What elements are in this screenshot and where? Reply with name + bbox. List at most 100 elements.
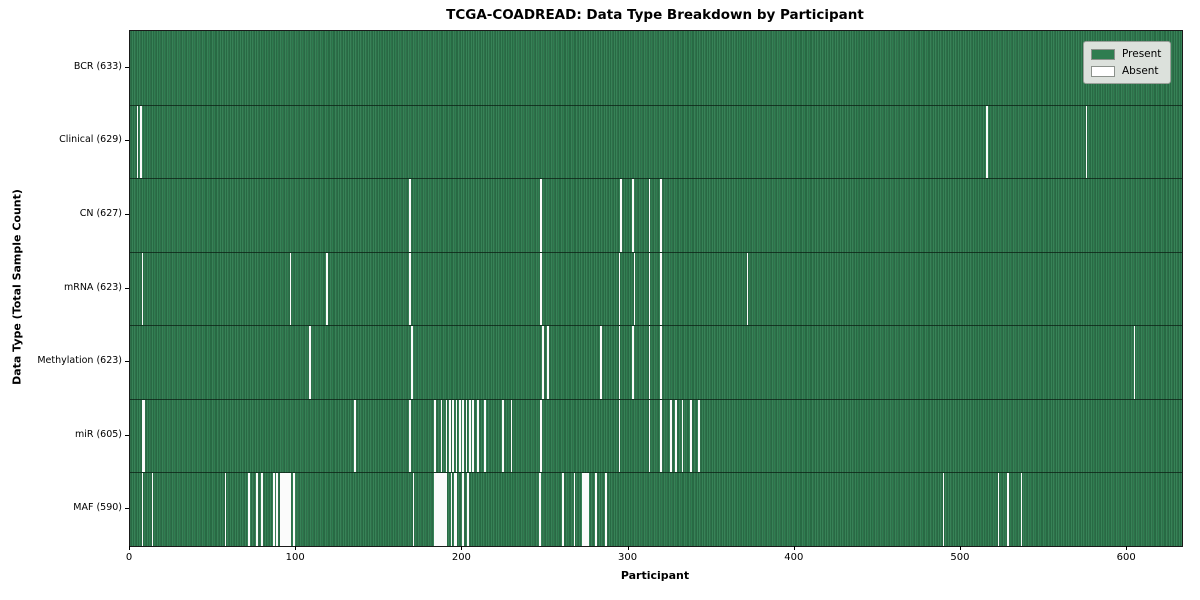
absent-stripe (224, 473, 227, 546)
absent-stripe (435, 473, 438, 546)
absent-stripe (660, 326, 662, 399)
absent-stripe (442, 473, 445, 546)
absent-stripe (469, 399, 471, 473)
absent-stripe (477, 399, 480, 473)
absent-stripe (139, 105, 142, 179)
ytick-label-bcr: BCR (633) (73, 60, 122, 72)
absent-stripe (462, 473, 465, 546)
absent-stripe (465, 399, 468, 473)
absent-stripe (437, 473, 440, 546)
xtick-label-400: 400 (784, 552, 804, 563)
absent-stripe (309, 326, 312, 399)
absent-stripe (467, 473, 470, 546)
absent-stripe (289, 252, 292, 326)
absent-stripe (595, 473, 598, 546)
absent-stripe (562, 473, 564, 546)
ytick-label-methylation: Methylation (623) (37, 355, 122, 367)
absent-stripe (326, 252, 328, 326)
absent-stripe (587, 473, 589, 546)
absent-stripe (141, 252, 144, 326)
absent-stripe (698, 399, 701, 473)
absent-stripe (276, 473, 278, 546)
heatmap-plot-area (129, 30, 1183, 547)
absent-stripe (409, 179, 411, 252)
absent-stripe (151, 473, 154, 546)
absent-stripe (618, 326, 621, 399)
absent-stripe (510, 399, 513, 473)
xtick-mark (627, 546, 629, 550)
absent-stripe (746, 252, 749, 326)
absent-stripe (279, 473, 282, 546)
absent-stripe (287, 473, 290, 546)
absent-stripe (449, 399, 451, 473)
absent-stripe (434, 399, 436, 473)
absent-stripe (582, 473, 584, 546)
absent-stripe (455, 473, 458, 546)
absent-stripe (1020, 473, 1023, 546)
xtick-label-500: 500 (950, 552, 970, 563)
absent-stripe (281, 473, 283, 546)
absent-stripe (631, 179, 634, 252)
absent-stripe (445, 399, 448, 473)
absent-stripe (618, 399, 621, 473)
absent-stripe (1085, 105, 1088, 179)
absent-stripe (292, 473, 295, 546)
absent-stripe (600, 326, 602, 399)
absent-stripe (633, 252, 636, 326)
absent-stripe (620, 179, 622, 252)
x-axis-label: Participant (620, 569, 690, 582)
xtick-label-600: 600 (1116, 552, 1136, 563)
absent-stripe (354, 399, 357, 473)
absent-stripe (261, 473, 263, 546)
absent-stripe (660, 252, 662, 326)
absent-stripe (440, 399, 443, 473)
xtick-mark (461, 546, 463, 550)
absent-stripe (472, 399, 475, 473)
absent-stripe (272, 473, 275, 546)
heatmap-row-mrna (130, 251, 1182, 326)
absent-stripe (648, 326, 651, 399)
xtick-mark (295, 546, 297, 550)
absent-stripe (648, 399, 651, 473)
absent-stripe (1133, 326, 1136, 399)
heatmap-row-mir (130, 398, 1182, 473)
absent-stripe (681, 399, 684, 473)
absent-stripe (502, 399, 504, 473)
absent-stripe (439, 473, 441, 546)
legend-item-absent: Absent (1091, 65, 1161, 77)
absent-stripe (648, 252, 651, 326)
ytick-mark (125, 66, 129, 68)
absent-stripe (631, 326, 634, 399)
absent-stripe (455, 399, 458, 473)
absent-swatch (1091, 65, 1115, 77)
absent-stripe (997, 473, 1000, 546)
absent-stripe (585, 473, 588, 546)
ytick-mark (125, 287, 129, 289)
absent-stripe (660, 179, 662, 252)
absent-stripe (440, 473, 443, 546)
absent-stripe (648, 179, 651, 252)
absent-stripe (540, 179, 543, 252)
absent-stripe (618, 252, 621, 326)
absent-stripe (141, 473, 144, 546)
absent-stripe (444, 473, 446, 546)
ytick-mark (125, 140, 129, 142)
legend-label-absent: Absent (1122, 65, 1159, 77)
absent-stripe (1007, 473, 1010, 546)
absent-stripe (459, 399, 461, 473)
xtick-mark (959, 546, 961, 550)
absent-stripe (540, 252, 543, 326)
absent-stripe (542, 326, 544, 399)
heatmap-row-cn (130, 178, 1182, 252)
absent-stripe (942, 473, 945, 546)
heatmap-row-clinical (130, 104, 1182, 179)
ytick-mark (125, 508, 129, 510)
absent-stripe (483, 399, 486, 473)
absent-stripe (282, 473, 285, 546)
present-swatch (1091, 48, 1115, 60)
absent-stripe (286, 473, 288, 546)
absent-stripe (284, 473, 287, 546)
xtick-mark (1126, 546, 1128, 550)
xtick-label-200: 200 (451, 552, 471, 563)
